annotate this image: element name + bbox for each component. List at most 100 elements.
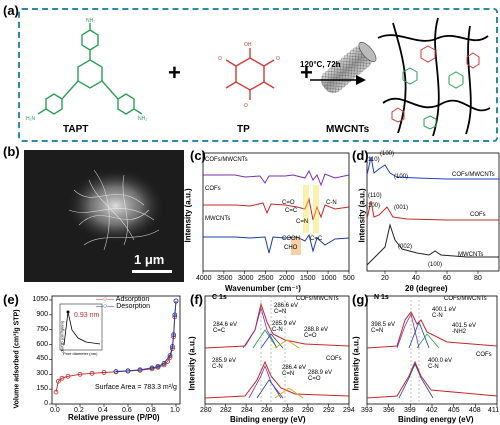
n1s-lower-cn [398,362,434,399]
xrd-trace-mwcnts [366,223,499,266]
panel-b-label: (b) [3,144,20,159]
scheme-graphics: NH₂ H₂N NH₂ OH O O O + + [26,17,491,137]
chart-bet [49,295,181,407]
c1s-upper-peak-1: 284.6 eV C=C [213,322,238,334]
xrd-xtick-20: 20 [381,275,389,282]
xrd-xtick-80: 80 [474,275,482,282]
n1s-upper-ceqn [396,312,420,349]
bet-ytick: 300 [36,370,48,378]
reaction-condition: 120°C, 72h [300,60,341,69]
c1s-lower-peak-1: 285.9 eV C-N [212,358,237,370]
svg-text:O: O [276,56,280,62]
svg-text:H₂N: H₂N [26,116,36,122]
n1s-xtick-399: 399 [404,407,416,414]
bet-point-desorption [137,367,143,373]
bet-ytick: 1050 [32,296,48,303]
svg-text:O: O [218,56,222,62]
tp-molecule [225,48,275,100]
n1s-xtick-411: 411 [488,407,500,414]
n1s-upper-peak-3: 401.5 eV -NH2 [452,323,477,335]
ftir-annot-cc1: C=C [285,208,298,214]
c1s-upper-co [274,339,300,349]
chart-xps-n1s [366,295,498,407]
c1s-xtick-282: 282 [220,407,232,414]
c1s-xtick-288: 288 [282,407,294,414]
plus-2: + [300,60,313,85]
bet-point-desorption [113,369,119,374]
xrd-peak-100-c: (100) [366,203,381,209]
n1s-xtick-393: 393 [361,407,373,414]
n1s-upper-envelope [366,311,498,349]
sem-fibers [55,168,165,252]
bet-inset-trace [63,311,101,346]
c1s-lower-peak-2: 286.4 eV C=N [282,365,307,377]
ftir-legend-cofs-mwcnts: COFs/MWCNTs [205,157,248,163]
c1s-xtick-292: 292 [323,407,335,414]
bet-xlabel: Relative pressure (P/P0) [68,413,160,422]
ftir-trace-cofs-mwcnts [203,169,350,187]
bet-point-adsorption [77,371,83,377]
n1s-upper-nh2 [416,333,440,349]
c1s-xlabel: Binding energy (eV) [230,415,306,424]
bet-point-desorption [172,312,178,318]
c1s-lower-peak-3: 288.9 eV C=O [308,370,333,382]
svg-text:NH₂: NH₂ [86,18,95,24]
panel-e-label: (e) [3,292,19,307]
n1s-upper-sample: COFs/MWCNTs [444,296,487,302]
chart-xps-c1s [204,295,350,407]
ftir-ylabel: Intensity (a.u.) [183,188,193,243]
bet-legend-adsorption: —○— Adsorption [96,296,150,303]
ftir-xlabel: Wavenumber (cm⁻¹) [225,284,301,293]
sem-image: 1 μm [24,150,184,282]
xrd-legend-cofs-mwcnts: COFs/MWCNTs [452,172,495,178]
bet-point-adsorption [59,375,65,381]
c1s-upper-sample: COFs/MWCNTs [296,296,339,302]
bet-point-adsorption [56,378,61,384]
n1s-upper-peak-2: 400.1 eV C-N [432,307,457,319]
bet-inset-peak: 0.93 nm [74,312,100,319]
bet-inset-ylabel: dV/dD (cm³/g/nm) [59,320,65,353]
xps-c1s-title: C 1s [212,294,227,301]
n1s-xlabel: Binding energy (eV) [398,415,474,424]
n1s-lower-peak-1: 400.0 eV C-N [428,358,453,370]
n1s-ylabel: Intensity (a.u.) [351,336,361,391]
xrd-peak-100-d: (100) [428,262,443,268]
bet-point-adsorption [65,373,71,379]
svg-text:O: O [244,103,248,109]
bet-point-desorption [125,368,131,374]
bet-ytick: 150 [36,385,48,393]
xrd-xtick-40: 40 [412,275,420,282]
bet-inset-xlabel: Pore diameter (nm) [63,351,98,356]
ftir-legend-cofs: COFs [205,186,221,192]
bet-xtick: 0.8 [146,407,156,414]
bet-xtick: 0.2 [74,407,84,414]
ftir-legend-mwcnts: MWCNTs [205,216,231,222]
bet-surface-area: Surface Area = 783.3 m²/g [95,384,177,391]
c1s-xtick-290: 290 [302,407,314,414]
ftir-xtick-1500: 1500 [300,275,316,282]
bet-ytick: 750 [36,325,48,333]
ftir-xtick-4000: 4000 [196,275,212,282]
xrd-peak-110-b: (110) [368,193,382,199]
reagent-label-tp: TP [237,124,250,135]
ftir-annot-co: C=O [282,200,295,206]
ftir-annot-cho: CHO [284,245,298,251]
ftir-annot-c-eq-n: C=N [296,219,309,225]
plus-1: + [168,60,181,85]
scale-bar-label: 1 μm [134,252,165,267]
bet-point-adsorption [101,370,107,375]
c1s-lower-sample: COFs [326,356,342,362]
xrd-trace-cofs-mwcnts [366,156,499,180]
panel-d-label: (d) [352,148,369,163]
c1s-upper-peak-2: 286.6 eV C=N [274,303,299,315]
bet-inset [59,303,103,351]
c1s-lower-co [274,387,304,399]
n1s-xtick-405: 405 [448,407,460,414]
bet-legend-desorption: —○— Desorption [96,303,151,310]
bet-point-adsorption [53,389,59,395]
panel-c-label: (c) [190,148,206,163]
chart-xrd [366,152,500,274]
ftir-xtick-3000: 3000 [238,275,254,282]
bet-ytick: 600 [36,340,48,348]
bet-ylabel: Volume adsorbed (cm³/g STP) [13,309,21,409]
